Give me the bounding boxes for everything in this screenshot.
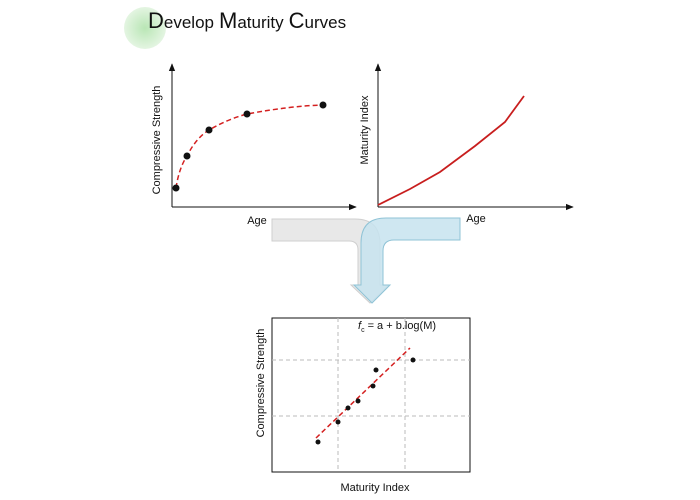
title-badge (124, 7, 166, 49)
x-label: Maturity Index (340, 482, 410, 494)
points (172, 101, 327, 192)
y-label: Maturity Index (359, 95, 371, 165)
fit-line (315, 347, 411, 439)
curve (175, 104, 324, 189)
formula: fc = a + b.log(M) (358, 320, 436, 334)
formula-subscript: c (361, 327, 365, 334)
y-label: Compressive Strength (151, 86, 163, 195)
formula-rhs: = a + b.log(M) (368, 320, 436, 332)
formula-symbol: f (358, 320, 362, 332)
title-word: Curves (288, 8, 347, 33)
strength-age-chart: Compressive Strength Age (151, 63, 357, 227)
x-label: Age (247, 215, 267, 227)
title-word: Maturity (219, 8, 284, 33)
title: Develop Maturity Curves (148, 8, 351, 34)
regression-chart: fc = a + b.log(M) Compressive Strength Ma… (255, 317, 471, 494)
plot-frame (271, 317, 471, 473)
blue-arrow (352, 217, 461, 304)
title-word: Develop (148, 8, 214, 33)
points (315, 357, 416, 445)
grid (272, 318, 470, 472)
y-label: Compressive Strength (255, 329, 267, 438)
curve (377, 95, 525, 206)
maturity-age-chart: Maturity Index Age (359, 63, 574, 225)
x-label: Age (466, 213, 486, 225)
